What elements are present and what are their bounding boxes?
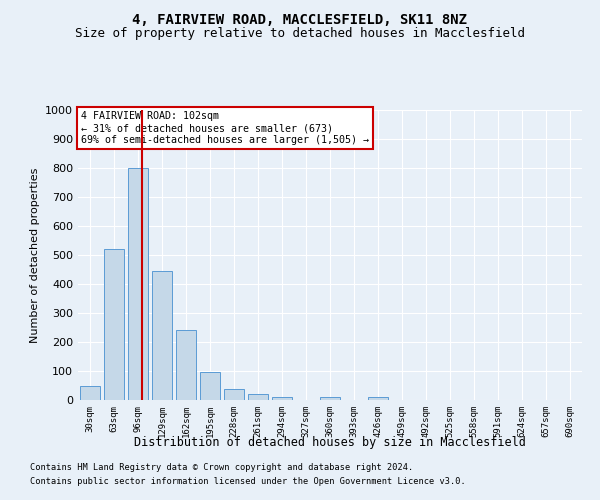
Bar	[104, 249, 124, 400]
Bar	[224, 389, 244, 400]
Bar	[128, 168, 148, 400]
Text: Distribution of detached houses by size in Macclesfield: Distribution of detached houses by size …	[134, 436, 526, 449]
Bar	[368, 396, 388, 400]
Text: Size of property relative to detached houses in Macclesfield: Size of property relative to detached ho…	[75, 28, 525, 40]
Bar	[272, 396, 292, 400]
Bar	[200, 372, 220, 400]
Bar	[176, 330, 196, 400]
Bar	[152, 271, 172, 400]
Text: 4 FAIRVIEW ROAD: 102sqm
← 31% of detached houses are smaller (673)
69% of semi-d: 4 FAIRVIEW ROAD: 102sqm ← 31% of detache…	[80, 112, 368, 144]
Text: Contains HM Land Registry data © Crown copyright and database right 2024.: Contains HM Land Registry data © Crown c…	[30, 464, 413, 472]
Y-axis label: Number of detached properties: Number of detached properties	[29, 168, 40, 342]
Text: Contains public sector information licensed under the Open Government Licence v3: Contains public sector information licen…	[30, 477, 466, 486]
Text: 4, FAIRVIEW ROAD, MACCLESFIELD, SK11 8NZ: 4, FAIRVIEW ROAD, MACCLESFIELD, SK11 8NZ	[133, 12, 467, 26]
Bar	[248, 394, 268, 400]
Bar	[80, 386, 100, 400]
Bar	[320, 396, 340, 400]
